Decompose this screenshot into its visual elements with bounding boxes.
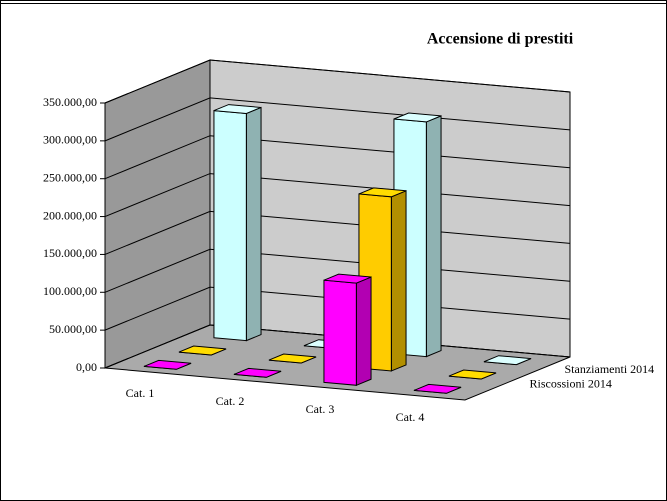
bar-top [233, 367, 282, 378]
bar-top [448, 369, 497, 380]
y-tick-label: 150.000,00 [43, 246, 97, 260]
bar-top [143, 359, 192, 370]
bar-top [393, 112, 442, 123]
bar-top [323, 273, 372, 284]
bar-side [245, 106, 262, 342]
y-tick-label: 200.000,00 [43, 208, 97, 222]
bar [213, 104, 262, 342]
y-tick-label: 0,00 [76, 360, 97, 374]
bar [178, 345, 227, 356]
legend-label: Stanziamenti 2014 [565, 362, 655, 376]
left-wall [104, 59, 211, 369]
grid-line [104, 59, 571, 104]
grid-line [104, 210, 571, 255]
y-tick-label: 350.000,00 [43, 95, 97, 109]
y-tick-label: 100.000,00 [43, 284, 97, 298]
bar [448, 369, 497, 380]
grid-line [104, 324, 571, 369]
x-tick-label: Cat. 1 [126, 386, 155, 400]
grid-line [104, 173, 571, 218]
bar-top [178, 345, 227, 356]
y-tick-label: 250.000,00 [43, 170, 97, 184]
bar-top [483, 355, 532, 366]
bar-front [213, 110, 247, 342]
bar-top [358, 187, 407, 198]
grid-line [104, 286, 571, 331]
y-tick-label: 300.000,00 [43, 133, 97, 147]
bar-top [213, 104, 262, 114]
bar [483, 355, 532, 366]
bar [323, 273, 372, 387]
bar-top [268, 353, 317, 364]
x-tick-label: Cat. 4 [396, 410, 425, 424]
bar [143, 359, 192, 370]
bar [233, 367, 282, 378]
bar-side [425, 115, 442, 358]
grid-line [104, 248, 571, 293]
bar-side [355, 276, 372, 387]
bar [268, 353, 317, 364]
legend-label: Riscossioni 2014 [530, 376, 612, 390]
bar-front [323, 279, 357, 386]
bar [413, 383, 462, 394]
bar-side [390, 190, 407, 372]
bar-top [413, 383, 462, 394]
grid-line [104, 97, 571, 142]
grid-line [104, 135, 571, 180]
x-tick-label: Cat. 3 [306, 402, 335, 416]
x-tick-label: Cat. 2 [216, 394, 245, 408]
y-tick-label: 50.000,00 [49, 322, 97, 336]
chart-title: Accensione di prestiti [427, 31, 574, 48]
